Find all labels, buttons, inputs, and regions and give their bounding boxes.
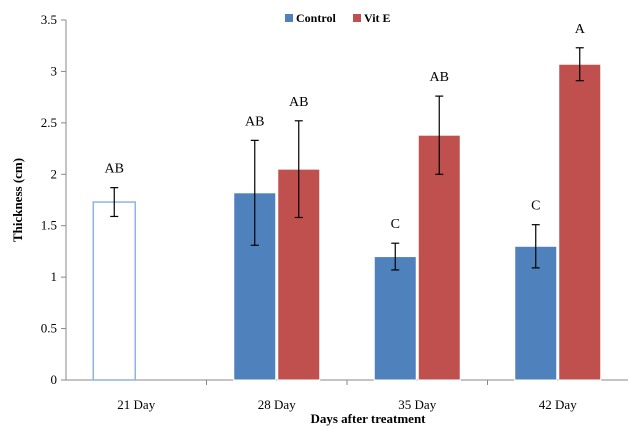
bar-control-3 bbox=[373, 256, 417, 381]
y-tick-label: 1 bbox=[51, 269, 58, 284]
plot-layer: 0 0.5 1 1.5 2 2.5 3 3.5 21 Day 28 Day 35 Day 42 Day… bbox=[41, 12, 628, 412]
legend-label-vite: Vit E bbox=[364, 11, 391, 25]
x-tick-label: 28 Day bbox=[258, 397, 296, 412]
bar-vite-4 bbox=[558, 63, 602, 381]
significance-label: AB bbox=[245, 114, 264, 129]
legend-swatch-control bbox=[285, 14, 293, 22]
significance-label: AB bbox=[289, 95, 308, 110]
y-tick-label: 0 bbox=[51, 372, 58, 387]
x-tick-label: 35 Day bbox=[398, 397, 436, 412]
significance-label: A bbox=[575, 22, 586, 37]
x-axis-title: Days after treatment bbox=[310, 411, 426, 426]
y-tick-label: 1.5 bbox=[41, 218, 57, 233]
legend-swatch-vite bbox=[353, 14, 361, 22]
legend-label-control: Control bbox=[296, 11, 336, 25]
significance-label: AB bbox=[105, 162, 124, 177]
x-tick-label: 21 Day bbox=[117, 397, 155, 412]
significance-label: C bbox=[391, 217, 400, 232]
x-tick-label: 42 Day bbox=[539, 397, 577, 412]
y-tick-label: 0.5 bbox=[41, 321, 57, 336]
y-tick-label: 2.5 bbox=[41, 115, 57, 130]
significance-label: C bbox=[531, 199, 540, 214]
y-axis-title: Thickness (cm) bbox=[10, 158, 25, 242]
y-tick-label: 2 bbox=[51, 166, 58, 181]
bar-control-1 bbox=[92, 201, 136, 381]
legend: Control Vit E bbox=[285, 11, 391, 25]
y-tick-label: 3 bbox=[51, 63, 58, 78]
bar-control-2 bbox=[233, 192, 277, 381]
significance-label: AB bbox=[430, 70, 449, 85]
bar-control-4 bbox=[514, 245, 558, 381]
y-tick-label: 3.5 bbox=[41, 12, 57, 27]
